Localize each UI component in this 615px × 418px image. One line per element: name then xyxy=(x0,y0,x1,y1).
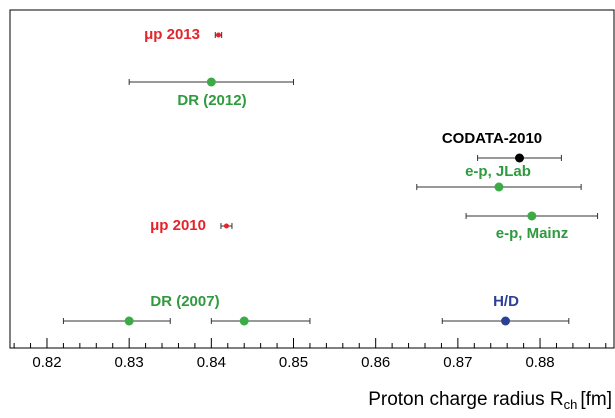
data-point xyxy=(494,182,504,192)
x-tick-label: 0.83 xyxy=(115,354,144,371)
x-tick-label: 0.88 xyxy=(525,354,554,371)
x-label-main: Proton charge radius R xyxy=(368,389,563,410)
group-label: DR (2007) xyxy=(150,293,219,310)
x-label-sub: ch xyxy=(564,397,578,412)
data-point xyxy=(124,316,134,326)
plot-frame xyxy=(9,9,615,349)
group-label: H/D xyxy=(493,293,519,310)
x-tick-label: 0.86 xyxy=(361,354,390,371)
data-point xyxy=(215,32,221,38)
data-point xyxy=(514,153,524,163)
x-label-unit: [fm] xyxy=(580,389,612,410)
group-label: DR (2012) xyxy=(177,92,246,109)
x-tick-label: 0.85 xyxy=(279,354,308,371)
data-point xyxy=(239,316,249,326)
x-axis-label: Proton charge radius Rch [fm] xyxy=(368,389,612,412)
x-tick-label: 0.82 xyxy=(32,354,61,371)
group-label: e-p, JLab xyxy=(465,163,531,180)
x-tick-label: 0.84 xyxy=(197,354,226,371)
x-tick-label: 0.87 xyxy=(443,354,472,371)
group-label: μp 2010 xyxy=(150,217,206,234)
group-label: e-p, Mainz xyxy=(496,225,569,242)
data-point xyxy=(527,211,537,221)
group-label: CODATA-2010 xyxy=(442,130,542,147)
data-point xyxy=(206,77,216,87)
data-point xyxy=(223,223,229,229)
data-point xyxy=(501,316,511,326)
group-label: μp 2013 xyxy=(144,26,200,43)
